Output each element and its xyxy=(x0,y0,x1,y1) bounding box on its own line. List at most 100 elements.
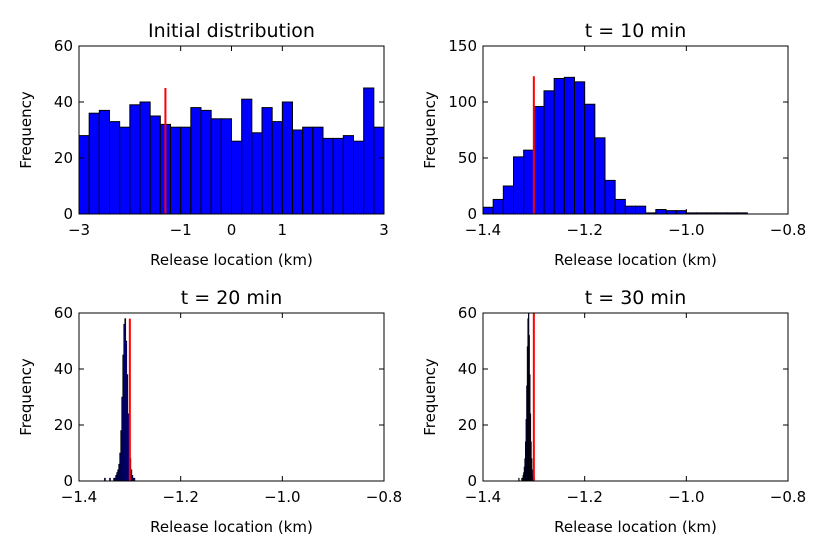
y-tick-label: 0 xyxy=(63,472,73,490)
y-tick-label: 50 xyxy=(458,149,477,167)
histogram-bar xyxy=(231,140,243,215)
x-axis-label: Release location (km) xyxy=(150,251,313,269)
histogram-bar xyxy=(533,105,545,215)
histogram-bar xyxy=(635,205,647,215)
histogram-bar xyxy=(312,126,324,215)
x-tick-label: −1.4 xyxy=(61,488,97,506)
histogram-bar xyxy=(502,185,515,215)
histogram-bar xyxy=(553,77,565,215)
x-tick-label: −1.4 xyxy=(465,221,501,239)
x-axis-label: Release location (km) xyxy=(150,518,313,536)
histogram-bar xyxy=(513,156,525,215)
panel-t-10-min: t = 10 min Release location (km) Frequen… xyxy=(421,20,806,269)
x-tick-label: −0.8 xyxy=(770,221,806,239)
histogram-bar xyxy=(139,101,151,215)
histogram-bar xyxy=(604,179,616,215)
x-tick-label: 3 xyxy=(379,221,389,239)
x-tick-label: −1.0 xyxy=(668,221,704,239)
x-tick-label: −1.2 xyxy=(566,221,602,239)
x-tick-label: −1.2 xyxy=(162,488,198,506)
histogram-bar xyxy=(129,104,141,215)
histogram-bar xyxy=(363,87,375,215)
histogram-bar xyxy=(332,137,344,215)
histogram-bar xyxy=(614,198,626,215)
x-tick-label: 1 xyxy=(278,221,288,239)
histogram-bar xyxy=(170,126,182,215)
y-tick-label: 40 xyxy=(458,360,477,378)
histogram-bar xyxy=(78,135,90,215)
axes-frame xyxy=(482,312,789,482)
histogram-bar xyxy=(322,137,334,215)
histogram-bar xyxy=(220,118,232,215)
y-tick-label: 150 xyxy=(448,37,477,55)
histogram-bars xyxy=(518,312,535,482)
panel-title: t = 30 min xyxy=(585,287,687,309)
histogram-bar xyxy=(543,90,555,215)
histogram-bar xyxy=(180,126,192,215)
x-tick-label: −1.0 xyxy=(668,488,704,506)
histogram-bar xyxy=(523,149,535,215)
y-axis-label: Frequency xyxy=(17,358,35,436)
y-tick-label: 60 xyxy=(54,304,73,322)
histogram-bar xyxy=(624,205,636,215)
axes-frame xyxy=(482,45,789,215)
x-tick-label: −1.0 xyxy=(264,488,300,506)
histogram-bar xyxy=(109,121,121,215)
y-tick-label: 0 xyxy=(467,472,477,490)
y-tick-label: 20 xyxy=(54,416,73,434)
histogram-bar xyxy=(200,109,212,215)
y-tick-label: 60 xyxy=(54,37,73,55)
histogram-bar xyxy=(665,210,677,215)
histogram-bar xyxy=(98,109,111,215)
x-tick-label: −3 xyxy=(68,221,90,239)
axes-frame xyxy=(78,312,385,482)
histogram-bar xyxy=(492,198,504,215)
histogram-bar xyxy=(292,129,304,215)
y-tick-label: 20 xyxy=(458,416,477,434)
y-tick-label: 60 xyxy=(458,304,477,322)
histogram-bar xyxy=(675,210,687,215)
histogram-bar xyxy=(574,81,586,215)
histogram-bar xyxy=(271,121,283,215)
histogram-bar xyxy=(594,137,606,215)
panel-initial-distribution: Initial distribution Release location (k… xyxy=(17,20,389,269)
x-tick-label: −1.2 xyxy=(566,488,602,506)
histogram-bar xyxy=(655,209,667,215)
x-tick-label: −1 xyxy=(170,221,192,239)
histogram-bar xyxy=(119,126,131,215)
histogram-bar xyxy=(261,107,273,215)
panel-t-30-min: t = 30 min Release location (km) Frequen… xyxy=(421,287,806,536)
histogram-bars xyxy=(482,76,748,215)
y-axis-label: Frequency xyxy=(421,358,439,436)
panel-title: t = 20 min xyxy=(181,287,283,309)
panel-t-20-min: t = 20 min Release location (km) Frequen… xyxy=(17,287,402,536)
histogram-bar xyxy=(373,126,385,215)
histogram-bar xyxy=(584,103,596,215)
x-tick-label: −0.8 xyxy=(770,488,806,506)
x-tick-label: −0.8 xyxy=(366,488,402,506)
histogram-bar xyxy=(190,107,202,215)
histogram-bars xyxy=(78,87,385,215)
histogram-bar xyxy=(342,135,355,215)
histogram-bar xyxy=(353,140,365,215)
x-axis-label: Release location (km) xyxy=(554,518,717,536)
x-tick-label: −1.4 xyxy=(465,488,501,506)
y-tick-label: 0 xyxy=(467,205,477,223)
histogram-bar xyxy=(302,126,314,215)
histogram-bar xyxy=(482,206,494,215)
y-tick-label: 100 xyxy=(448,93,477,111)
y-tick-label: 40 xyxy=(54,93,73,111)
y-tick-label: 40 xyxy=(54,360,73,378)
y-axis-label: Frequency xyxy=(421,91,439,169)
panel-title: t = 10 min xyxy=(585,20,687,42)
histogram-bar xyxy=(149,115,161,215)
y-axis-label: Frequency xyxy=(17,91,35,169)
histogram-bar xyxy=(88,112,100,215)
histogram-bar xyxy=(281,101,294,215)
histogram-bar xyxy=(563,76,575,215)
x-axis-label: Release location (km) xyxy=(554,251,717,269)
panel-title: Initial distribution xyxy=(148,20,315,42)
x-tick-label: 0 xyxy=(227,221,237,239)
histogram-bar xyxy=(241,98,253,215)
